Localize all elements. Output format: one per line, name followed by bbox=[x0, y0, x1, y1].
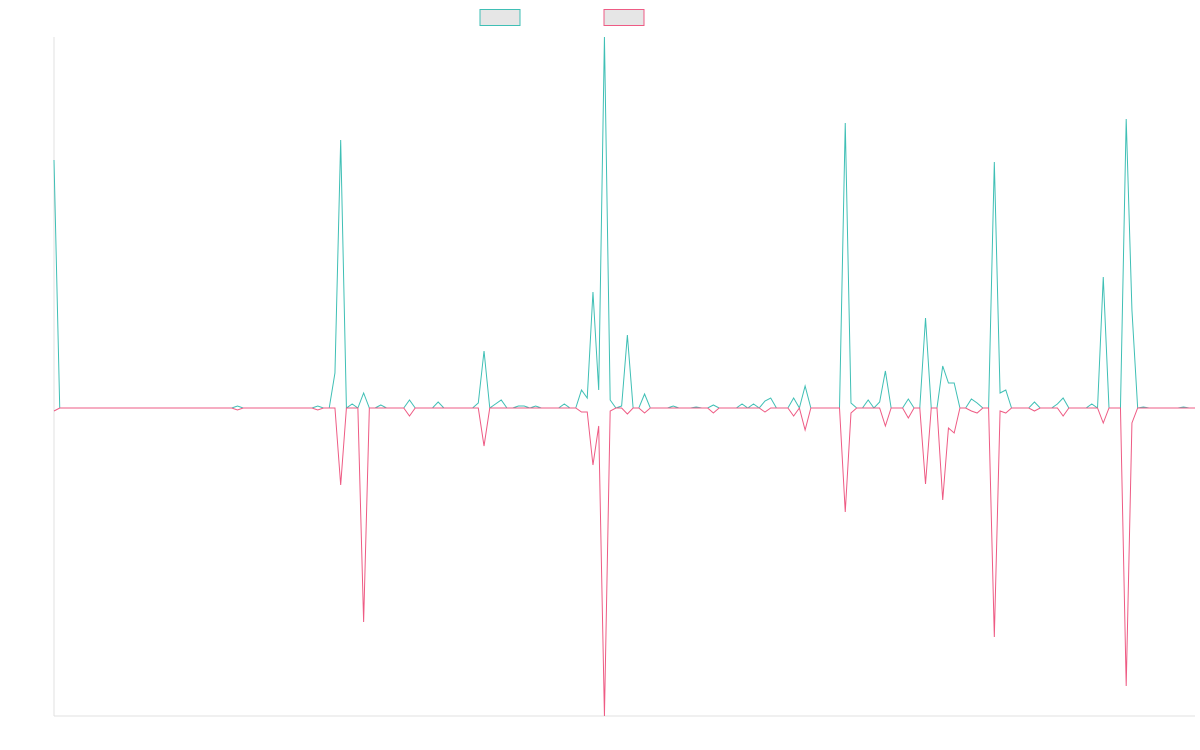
legend-swatch bbox=[603, 9, 645, 26]
series-line bbox=[53, 36, 1195, 410]
series-line bbox=[53, 406, 1195, 717]
legend-swatch bbox=[479, 9, 521, 26]
